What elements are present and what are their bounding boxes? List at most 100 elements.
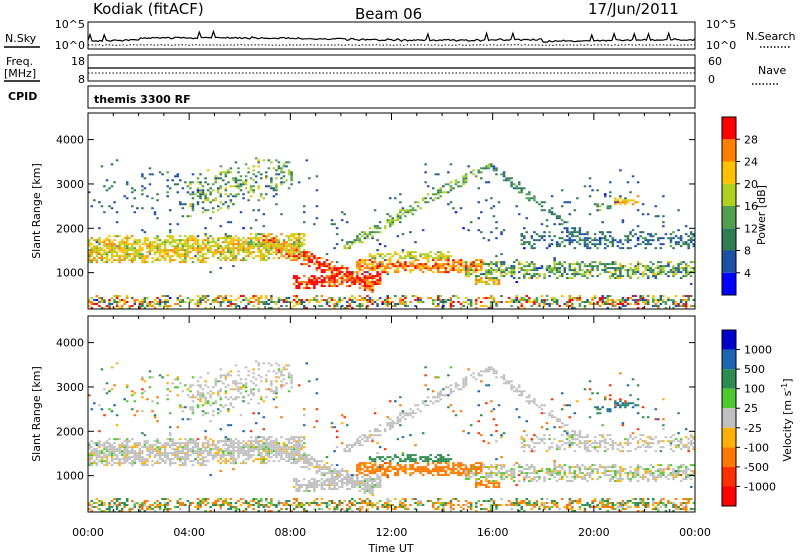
power-cell <box>637 239 640 241</box>
power-cell <box>677 271 680 273</box>
velocity-cell <box>250 380 253 382</box>
power-cell <box>154 247 157 249</box>
velocity-cell <box>333 508 336 510</box>
power-cell <box>209 193 212 195</box>
power-cell <box>265 259 268 261</box>
power-cell <box>634 269 637 271</box>
velocity-cell <box>242 430 245 432</box>
power-cell <box>364 233 367 235</box>
velocity-cell <box>108 508 111 510</box>
velocity-cell <box>308 480 311 482</box>
power-cell <box>445 271 448 273</box>
power-cell <box>457 301 460 303</box>
velocity-cell <box>212 456 215 458</box>
power-cell <box>169 261 172 263</box>
velocity-cell <box>237 452 240 454</box>
power-cell <box>637 267 640 269</box>
power-cell <box>298 283 301 285</box>
velocity-cell <box>106 460 109 462</box>
power-cell <box>503 269 506 271</box>
velocity-cell <box>255 436 258 438</box>
power-cell <box>520 305 523 307</box>
velocity-cell <box>328 484 331 486</box>
velocity-cell <box>151 464 154 466</box>
velocity-cell <box>232 398 235 400</box>
velocity-cell <box>268 444 271 446</box>
power-cell <box>295 249 298 251</box>
power-cell <box>510 301 513 303</box>
power-cell <box>632 229 635 231</box>
power-cell <box>139 251 142 253</box>
power-cell <box>245 175 248 177</box>
velocity-cell <box>209 444 212 446</box>
power-cell <box>177 223 180 225</box>
velocity-cell <box>179 504 182 506</box>
power-cell <box>371 235 374 237</box>
velocity-cell <box>273 444 276 446</box>
power-cell <box>424 201 427 203</box>
velocity-cell <box>182 458 185 460</box>
velocity-cell <box>214 456 217 458</box>
power-cell <box>682 241 685 243</box>
power-cell <box>242 247 245 249</box>
power-cell <box>293 237 296 239</box>
power-cell <box>586 231 589 233</box>
power-cell <box>126 181 129 183</box>
velocity-cell <box>116 506 119 508</box>
velocity-cell <box>313 426 316 428</box>
power-cell <box>356 305 359 307</box>
power-cell <box>263 247 266 249</box>
power-cell <box>308 255 311 257</box>
velocity-cell <box>288 448 291 450</box>
velocity-cell <box>331 474 334 476</box>
power-cell <box>528 197 531 199</box>
power-cell <box>677 269 680 271</box>
power-cell <box>227 247 230 249</box>
power-cell <box>629 277 632 279</box>
power-cell <box>354 239 357 241</box>
power-cell <box>407 265 410 267</box>
power-cell <box>677 263 680 265</box>
power-cell <box>288 255 291 257</box>
power-cell <box>235 239 238 241</box>
power-cell <box>232 253 235 255</box>
power-cell <box>179 241 182 243</box>
power-cell <box>207 299 210 301</box>
power-cell <box>166 301 169 303</box>
power-cell <box>298 251 301 253</box>
power-cell <box>118 261 121 263</box>
power-cell <box>237 251 240 253</box>
power-cell <box>220 267 223 269</box>
power-cell <box>159 251 162 253</box>
power-cell <box>533 301 536 303</box>
power-cell <box>523 227 526 229</box>
power-cell <box>366 263 369 265</box>
power-cell <box>247 303 250 305</box>
power-cell <box>235 177 238 179</box>
power-cell <box>349 299 352 301</box>
power-cell <box>101 301 104 303</box>
power-cell <box>295 295 298 297</box>
velocity-cell <box>214 448 217 450</box>
power-cell <box>255 181 258 183</box>
velocity-cell <box>283 458 286 460</box>
power-cell <box>440 255 443 257</box>
power-cell <box>288 249 291 251</box>
power-cell <box>427 297 430 299</box>
power-cell <box>134 257 137 259</box>
velocity-cell <box>290 436 293 438</box>
power-cell <box>490 263 493 265</box>
velocity-cell <box>154 462 157 464</box>
power-cell <box>336 233 339 235</box>
power-cell <box>394 305 397 307</box>
power-cell <box>376 227 379 229</box>
power-cell <box>240 249 243 251</box>
velocity-cell <box>93 460 96 462</box>
velocity-cell <box>285 508 288 510</box>
power-cell <box>212 237 215 239</box>
power-cell <box>520 269 523 271</box>
velocity-cell <box>255 502 258 504</box>
power-cell <box>556 243 559 245</box>
velocity-cell <box>290 380 293 382</box>
power-cell <box>386 265 389 267</box>
